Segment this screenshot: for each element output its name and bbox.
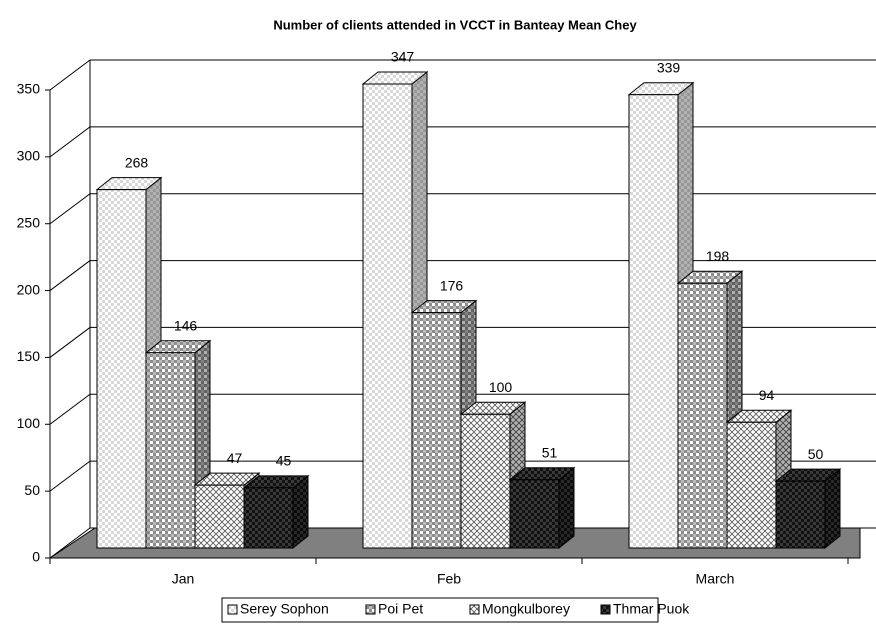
bar [145, 352, 196, 549]
grid-diag [49, 327, 91, 358]
value-label: 339 [657, 59, 681, 75]
bar-side-shade [559, 467, 574, 548]
y-tick-label: 350 [17, 81, 41, 97]
value-label: 50 [808, 446, 824, 462]
bar [726, 421, 777, 549]
bar [362, 83, 413, 549]
chart-title: Number of clients attended in VCCT in Ba… [273, 17, 637, 32]
y-tick-label: 250 [17, 214, 41, 230]
legend-swatch [365, 604, 376, 615]
grid-diag [49, 126, 91, 158]
value-label: 100 [489, 379, 513, 395]
legend-swatch [600, 604, 611, 615]
bar [460, 413, 511, 549]
value-label: 268 [125, 154, 149, 170]
value-label: 45 [276, 453, 292, 469]
legend-label: Poi Pet [378, 601, 423, 617]
bar-side-shade [293, 475, 308, 548]
grid-diag [49, 460, 91, 492]
bar [677, 282, 728, 549]
value-label: 198 [706, 248, 730, 264]
grid-diag [49, 193, 91, 225]
bar [775, 480, 826, 549]
grid-diag [49, 260, 91, 291]
bar [194, 484, 245, 549]
bar [96, 189, 147, 549]
legend-swatch [227, 604, 238, 615]
bar-side-shade [825, 469, 840, 548]
value-label: 347 [391, 49, 415, 65]
value-label: 176 [440, 277, 464, 293]
grid-diag [49, 393, 91, 425]
legend-label: Thmar Puok [613, 601, 690, 617]
y-tick-label: 300 [17, 148, 41, 164]
y-tick-label: 200 [17, 281, 41, 297]
bar [628, 94, 679, 549]
x-tick-label: Jan [172, 571, 195, 587]
legend-label: Mongkulborey [482, 601, 570, 617]
y-tick-label: 100 [17, 415, 41, 431]
y-tick-label: 50 [24, 482, 40, 498]
y-tick-label: 0 [32, 549, 40, 565]
x-tick-label: Feb [437, 571, 461, 587]
value-label: 94 [759, 387, 775, 403]
bar [509, 479, 560, 549]
legend-box [221, 597, 659, 623]
legend-label: Serey Sophon [240, 601, 329, 617]
bar [411, 312, 462, 549]
value-label: 51 [542, 445, 558, 461]
legend-swatch [469, 604, 480, 615]
bar [243, 487, 294, 549]
y-tick-label: 150 [17, 348, 41, 364]
value-label: 47 [227, 450, 243, 466]
grid-diag [49, 59, 91, 91]
x-tick-label: March [696, 571, 735, 587]
value-label: 146 [174, 317, 198, 333]
